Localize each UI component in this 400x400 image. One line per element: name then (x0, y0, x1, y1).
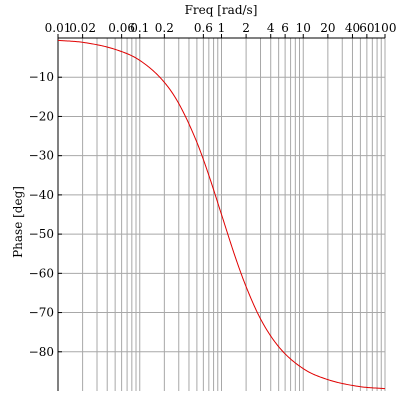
x-tick-label: 0.1 (130, 21, 149, 35)
x-tick-label: 0.06 (108, 21, 135, 35)
y-tick-label: −60 (29, 266, 54, 280)
x-tick-label: 20 (320, 21, 335, 35)
x-tick-label: 0.02 (69, 21, 96, 35)
y-tick-label: −10 (29, 70, 54, 84)
tick-labels: 0.010.02 0.060.1 0.2 0.6 1 2 4 6 10 20 40 60 100 −10 −… (29, 21, 397, 359)
axes (57, 34, 386, 391)
x-tick-label: 100 (374, 21, 397, 35)
y-tick-label: −30 (29, 149, 54, 163)
x-axis-label: Freq [rad/s] (185, 3, 258, 17)
x-tick-label: 0.2 (155, 21, 174, 35)
y-tick-label: −40 (29, 188, 54, 202)
x-tick-label: 1 (218, 21, 226, 35)
x-tick-label: 2 (242, 21, 250, 35)
x-tick-label: 6 (281, 21, 289, 35)
y-axis-label: Phase [deg] (11, 186, 25, 258)
x-tick-label: 0.6 (194, 21, 213, 35)
y-tick-label: −20 (29, 109, 54, 123)
series (57, 39, 386, 390)
x-tick-label: 10 (296, 21, 311, 35)
y-tick-label: −80 (29, 345, 54, 359)
x-tick-label: 40 (345, 21, 360, 35)
phase-series-line (57, 39, 386, 390)
x-tick-label: 4 (267, 21, 275, 35)
x-tick-label: 0.01 (45, 21, 72, 35)
grid (57, 38, 386, 391)
y-tick-label: −70 (29, 306, 54, 320)
x-tick-label: 60 (359, 21, 374, 35)
y-tick-label: −50 (29, 227, 54, 241)
